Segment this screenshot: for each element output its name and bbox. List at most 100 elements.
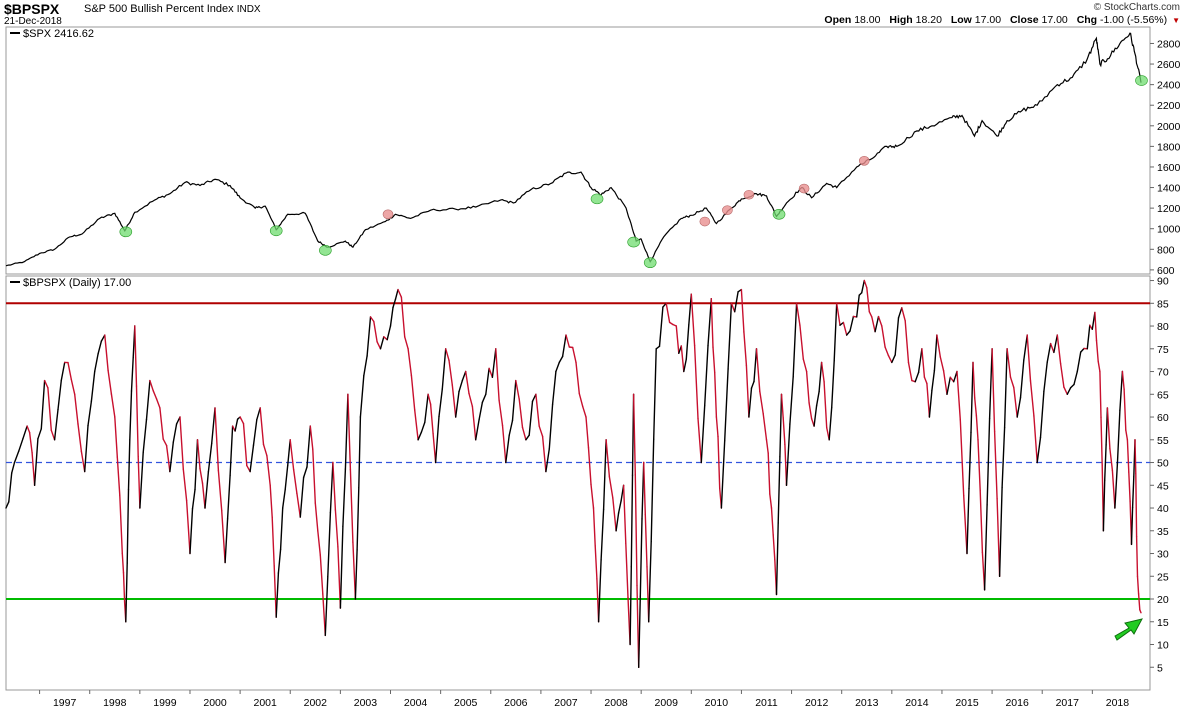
bp-line-segment xyxy=(262,443,268,457)
bp-line-segment xyxy=(874,315,880,333)
bp-line-segment xyxy=(772,534,776,561)
bp-line-segment xyxy=(521,426,527,441)
bp-line-segment xyxy=(587,447,592,485)
bp-line-segment xyxy=(518,398,524,429)
bp-y-tick-label: 60 xyxy=(1157,412,1169,424)
bp-line-segment xyxy=(432,433,437,464)
bp-line-segment xyxy=(309,425,314,451)
bp-y-tick-label: 55 xyxy=(1157,435,1169,447)
bp-line-segment xyxy=(451,384,457,418)
down-triangle-icon: ▼ xyxy=(1172,16,1180,25)
bp-line-segment xyxy=(697,417,702,464)
bp-line-segment xyxy=(600,508,605,561)
bp-line-segment xyxy=(658,306,664,347)
bp-line-segment xyxy=(515,379,520,400)
bp-line-segment xyxy=(77,423,83,453)
spx-low-marker xyxy=(1135,75,1148,86)
bp-line-segment xyxy=(234,418,239,432)
bp-line-segment xyxy=(974,397,978,417)
bp-line-segment xyxy=(644,513,648,568)
bp-line-segment xyxy=(650,438,655,543)
high-value: 18.20 xyxy=(915,14,942,26)
spx-price-line xyxy=(5,32,1142,267)
close-value: 17.00 xyxy=(1041,14,1068,26)
bp-line-segment xyxy=(256,407,261,421)
bp-line-segment xyxy=(1128,471,1131,502)
bp-line-segment xyxy=(43,379,49,389)
bp-line-segment xyxy=(226,474,231,520)
bp-line-segment xyxy=(901,307,906,322)
bp-line-segment xyxy=(8,472,13,503)
bp-line-segment xyxy=(1099,370,1102,418)
bp-line-segment xyxy=(28,431,33,454)
x-tick-label: 2000 xyxy=(203,697,227,709)
bp-line-segment xyxy=(897,307,903,319)
x-tick-label: 2008 xyxy=(604,697,628,709)
x-tick-label: 1997 xyxy=(53,697,77,709)
bp-line-segment xyxy=(759,390,764,415)
bp-line-segment xyxy=(26,425,31,434)
bp-line-segment xyxy=(565,334,570,348)
spx-y-tick-label: 2600 xyxy=(1157,59,1181,71)
bp-line-segment xyxy=(344,393,349,470)
bp-line-segment xyxy=(622,484,627,545)
bp-y-tick-label: 30 xyxy=(1157,549,1169,561)
bp-line-segment xyxy=(427,393,432,405)
bp-line-segment xyxy=(1135,535,1139,577)
bp-line-segment xyxy=(1073,370,1079,386)
bp-line-segment xyxy=(750,380,755,389)
bp-line-segment xyxy=(5,501,10,509)
symbol-exchange: INDX xyxy=(236,4,261,15)
bp-line-segment xyxy=(461,370,467,382)
bp-line-segment xyxy=(363,355,368,377)
bp-line-segment xyxy=(907,361,913,382)
bp-line-segment xyxy=(201,482,206,509)
bp-line-segment xyxy=(871,316,876,333)
change-value: -1.00 (-5.56%) xyxy=(1100,14,1168,26)
bp-line-segment xyxy=(220,509,226,564)
bp-line-segment xyxy=(252,419,258,446)
bp-line-segment xyxy=(18,438,24,452)
bp-line-segment xyxy=(501,424,507,464)
spx-legend-label: $SPX 2416.62 xyxy=(23,28,94,40)
bp-line-segment xyxy=(868,311,873,318)
bp-line-segment xyxy=(1100,416,1103,466)
high-label: High xyxy=(889,14,913,26)
bp-line-segment xyxy=(528,400,534,436)
bp-line-segment xyxy=(322,593,326,637)
spx-y-tick-label: 2200 xyxy=(1157,100,1181,112)
bp-line-segment xyxy=(1137,593,1141,611)
bp-line-segment xyxy=(139,451,144,509)
bp-line-segment xyxy=(795,302,801,326)
bp-line-segment xyxy=(1102,479,1106,532)
bp-line-segment xyxy=(972,361,976,399)
spx-high-marker xyxy=(858,155,870,166)
bp-line-segment xyxy=(121,552,125,574)
bp-line-segment xyxy=(127,439,131,491)
bp-line-segment xyxy=(317,530,321,556)
bp-line-segment xyxy=(125,562,128,623)
bp-line-segment xyxy=(653,348,657,440)
bp-line-segment xyxy=(936,334,941,358)
bp-line-segment xyxy=(1136,575,1140,595)
x-tick-label: 2013 xyxy=(855,697,879,709)
bp-line-segment xyxy=(525,434,530,441)
bp-line-segment xyxy=(214,407,220,472)
bp-line-segment xyxy=(993,430,998,500)
bp-line-segment xyxy=(780,393,784,419)
bp-line-segment xyxy=(312,448,316,504)
symbol-name: S&P 500 Bullish Percent Index xyxy=(84,3,234,15)
spx-price-panel: 600 800 1000 1200 1400 1600 1800 2000 2200 2400 26… xyxy=(5,26,1181,277)
bp-line-segment xyxy=(755,348,761,393)
bp-line-segment xyxy=(342,468,347,527)
bp-line-segment xyxy=(765,439,769,454)
bp-line-segment xyxy=(179,416,185,470)
bp-y-tick-label: 5 xyxy=(1157,662,1163,674)
bp-y-tick-label: 70 xyxy=(1157,367,1169,379)
bp-line-segment xyxy=(615,512,620,532)
bp-line-segment xyxy=(991,348,996,433)
bp-line-segment xyxy=(1114,463,1119,509)
bp-line-segment xyxy=(572,346,577,364)
bp-line-segment xyxy=(963,494,968,555)
x-tick-label: 2002 xyxy=(304,697,328,709)
